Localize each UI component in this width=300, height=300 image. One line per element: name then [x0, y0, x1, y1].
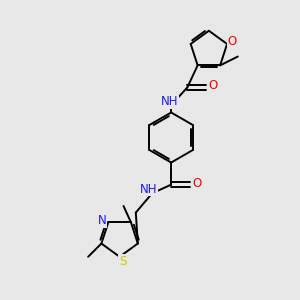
Text: S: S — [119, 255, 126, 268]
Text: NH: NH — [140, 182, 157, 196]
Text: O: O — [228, 34, 237, 47]
Text: O: O — [208, 80, 218, 92]
Text: NH: NH — [161, 95, 178, 108]
Text: O: O — [192, 177, 201, 190]
Text: N: N — [98, 214, 107, 227]
